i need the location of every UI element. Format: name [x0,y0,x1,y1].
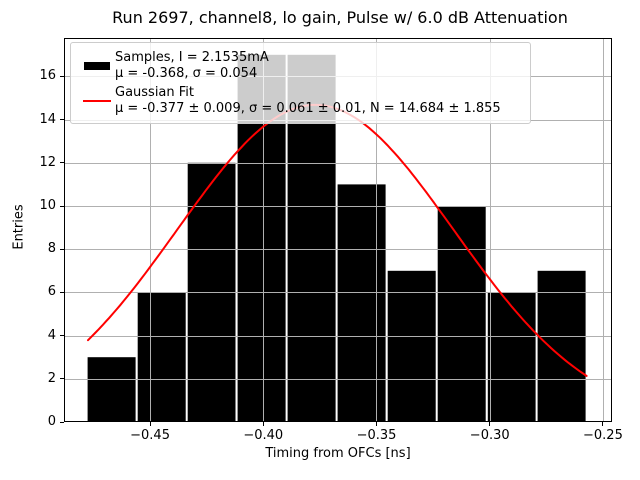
y-tick-mark [60,75,64,77]
y-tick-mark [60,162,64,164]
chart-title: Run 2697, channel8, lo gain, Pulse w/ 6.… [112,8,568,27]
legend-samples-line2: μ = -0.368, σ = 0.054 [115,65,258,81]
histogram-bar [387,270,436,422]
plot-area: Samples, I = 2.1535mA μ = -0.368, σ = 0.… [64,38,612,422]
histogram-bar [137,292,186,422]
y-tick-mark [60,335,64,337]
histogram-bar [537,270,586,422]
red-line-icon [83,99,111,102]
axes-frame [64,38,612,422]
x-tick-mark [262,422,264,426]
y-tick-mark [60,378,64,380]
x-axis-label: Timing from OFCs [ns] [265,446,411,461]
y-tick-label: 12 [39,154,56,170]
x-tick-label: −0.45 [130,428,170,443]
legend: Samples, I = 2.1535mA μ = -0.368, σ = 0.… [70,42,531,124]
y-tick-mark [60,421,64,423]
black-patch-icon [84,61,110,70]
legend-gaussian-line1: Gaussian Fit [115,84,195,100]
y-tick-label: 14 [39,111,56,127]
y-tick-mark [60,119,64,121]
y-tick-label: 8 [47,241,56,257]
y-tick-mark [60,248,64,250]
gaussian-fit-swatch [79,99,115,102]
histogram-bar [487,292,536,422]
histogram-bar [87,357,136,422]
legend-entry-gaussian-fit: Gaussian Fit μ = -0.377 ± 0.009, σ = 0.0… [79,85,522,117]
histogram-bar [437,206,486,422]
y-tick-label: 2 [47,370,56,386]
histogram-bar [337,184,386,422]
y-tick-label: 16 [39,68,56,84]
x-tick-mark [375,422,377,426]
legend-samples-text: Samples, I = 2.1535mA μ = -0.368, σ = 0.… [115,50,269,82]
x-tick-label: −0.30 [469,428,510,443]
legend-entry-samples: Samples, I = 2.1535mA μ = -0.368, σ = 0.… [79,50,522,82]
y-tick-label: 0 [47,414,56,429]
x-tick-mark [149,422,151,426]
x-tick-label: −0.35 [356,428,397,443]
y-tick-mark [60,291,64,293]
y-tick-label: 10 [39,198,56,214]
x-tick-label: −0.25 [583,428,623,443]
x-tick-mark [602,422,604,426]
x-tick-label: −0.40 [243,428,284,443]
y-tick-label: 6 [47,284,56,300]
y-tick-mark [60,205,64,207]
legend-samples-line1: Samples, I = 2.1535mA [115,49,269,65]
legend-gaussian-text: Gaussian Fit μ = -0.377 ± 0.009, σ = 0.0… [115,85,501,117]
legend-gaussian-line2: μ = -0.377 ± 0.009, σ = 0.061 ± 0.01, N … [115,100,501,116]
y-tick-label: 4 [47,327,56,343]
samples-swatch [79,61,115,70]
x-tick-mark [489,422,491,426]
